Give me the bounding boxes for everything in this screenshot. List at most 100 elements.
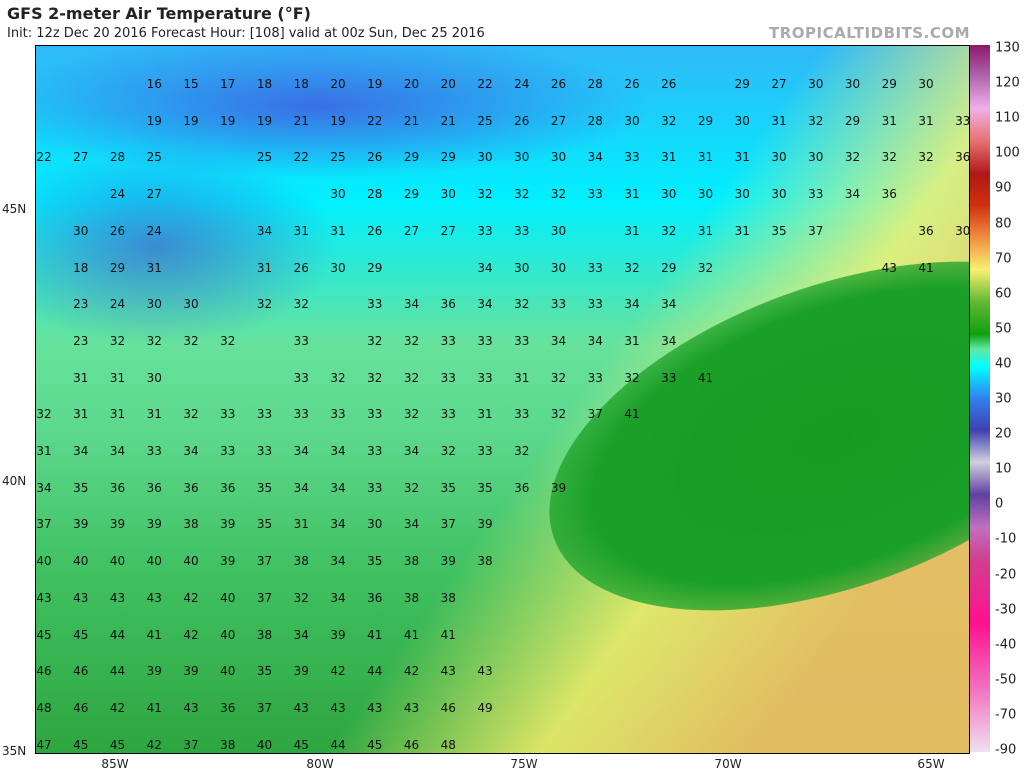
- station-temperature: 24: [109, 187, 126, 202]
- station-temperature: 33: [624, 150, 640, 165]
- station-temperature: 35: [256, 517, 273, 532]
- ocean-warm-region: [502, 192, 969, 680]
- colorbar-label: -30: [995, 602, 1017, 618]
- station-temperature: 44: [109, 664, 126, 679]
- station-temperature: 27: [403, 223, 420, 238]
- station-temperature: 34: [550, 333, 567, 348]
- station-temperature: 37: [587, 407, 603, 422]
- station-temperature: 31: [73, 407, 89, 422]
- station-temperature: 32: [256, 297, 273, 312]
- colorbar-label: 20: [995, 426, 1012, 442]
- station-temperature: 33: [256, 407, 273, 422]
- station-temperature: 41: [440, 627, 456, 642]
- station-temperature: 33: [477, 370, 493, 385]
- longitude-label: 75W: [510, 757, 538, 771]
- station-temperature: 33: [440, 370, 456, 385]
- station-temperature: 46: [73, 700, 89, 715]
- station-temperature: 34: [109, 444, 126, 458]
- station-temperature: 43: [881, 260, 897, 275]
- station-temperature: 38: [256, 627, 273, 642]
- station-temperature: 34: [330, 444, 346, 458]
- station-temperature: 30: [661, 187, 677, 202]
- station-temperature: 34: [587, 150, 603, 165]
- station-temperature: 31: [734, 223, 750, 238]
- station-temperature: 43: [440, 664, 456, 679]
- station-temperature: 47: [36, 737, 52, 752]
- colorbar-label: 110: [995, 110, 1020, 126]
- station-temperature: 29: [844, 113, 861, 128]
- station-temperature: 26: [109, 223, 126, 238]
- station-temperature: 42: [183, 590, 199, 605]
- station-temperature: 40: [256, 737, 273, 752]
- station-temperature: 48: [36, 700, 52, 715]
- station-temperature: 37: [183, 737, 199, 752]
- station-temperature: 33: [550, 297, 567, 312]
- station-temperature: 39: [220, 554, 236, 569]
- station-temperature: 43: [146, 590, 162, 605]
- station-temperature: 33: [477, 444, 493, 458]
- colorbar-label: -10: [995, 531, 1017, 547]
- station-temperature: 35: [771, 223, 787, 238]
- station-temperature: 34: [256, 223, 273, 238]
- station-temperature: 32: [550, 407, 567, 422]
- station-temperature: 39: [146, 664, 162, 679]
- station-temperature: 21: [293, 113, 309, 128]
- station-temperature: 21: [440, 113, 456, 128]
- station-temperature: 44: [367, 664, 383, 679]
- station-temperature: 45: [367, 737, 383, 752]
- station-temperature: 31: [624, 223, 640, 238]
- colorbar-label: 70: [995, 251, 1012, 267]
- station-temperature: 37: [440, 517, 456, 532]
- station-temperature: 41: [367, 627, 383, 642]
- station-temperature: 37: [256, 700, 273, 715]
- station-temperature: 46: [36, 664, 52, 679]
- station-temperature: 32: [403, 480, 420, 495]
- station-temperature: 39: [109, 517, 126, 532]
- station-temperature: 40: [220, 664, 236, 679]
- station-temperature: 43: [293, 700, 309, 715]
- station-temperature: 19: [256, 113, 273, 128]
- station-temperature: 21: [403, 113, 420, 128]
- station-temperature: 23: [73, 333, 89, 348]
- station-temperature: 33: [220, 444, 236, 458]
- station-temperature: 32: [514, 444, 530, 458]
- station-temperature: 35: [367, 554, 383, 569]
- station-temperature: 32: [293, 590, 309, 605]
- station-temperature: 34: [844, 187, 861, 202]
- station-temperature: 30: [514, 150, 530, 165]
- station-temperature: 30: [330, 260, 346, 275]
- station-temperature: 49: [477, 700, 493, 715]
- station-temperature: 25: [256, 150, 273, 165]
- station-temperature: 23: [73, 297, 89, 312]
- station-temperature: 30: [697, 187, 714, 202]
- station-temperature: 29: [881, 77, 897, 91]
- station-temperature: 44: [330, 737, 346, 752]
- station-temperature: 31: [293, 517, 309, 532]
- station-temperature: 29: [440, 150, 456, 165]
- station-temperature: 26: [293, 260, 309, 275]
- station-temperature: 16: [146, 77, 162, 91]
- station-temperature: 30: [734, 113, 750, 128]
- station-temperature: 25: [330, 150, 346, 165]
- station-temperature: 34: [403, 517, 420, 532]
- station-temperature: 34: [330, 590, 346, 605]
- station-temperature: 33: [587, 370, 603, 385]
- colorbar-label: 0: [995, 496, 1004, 512]
- station-temperature: 36: [220, 480, 236, 495]
- colorbar-label: 40: [995, 356, 1012, 372]
- station-temperature: 31: [771, 113, 787, 128]
- station-temperature: 43: [36, 590, 52, 605]
- colorbar-label: -70: [995, 707, 1017, 723]
- station-temperature: 33: [587, 260, 603, 275]
- station-temperature: 30: [146, 370, 162, 385]
- station-temperature: 33: [146, 444, 162, 458]
- station-temperature: 33: [661, 370, 677, 385]
- station-temperature: 22: [36, 150, 52, 165]
- station-temperature: 17: [220, 77, 236, 91]
- station-temperature: 32: [624, 370, 640, 385]
- colorbar-label: 50: [995, 321, 1012, 337]
- station-temperature: 29: [697, 113, 714, 128]
- station-temperature: 34: [403, 444, 420, 458]
- station-temperature: 30: [514, 260, 530, 275]
- station-temperature: 43: [183, 700, 199, 715]
